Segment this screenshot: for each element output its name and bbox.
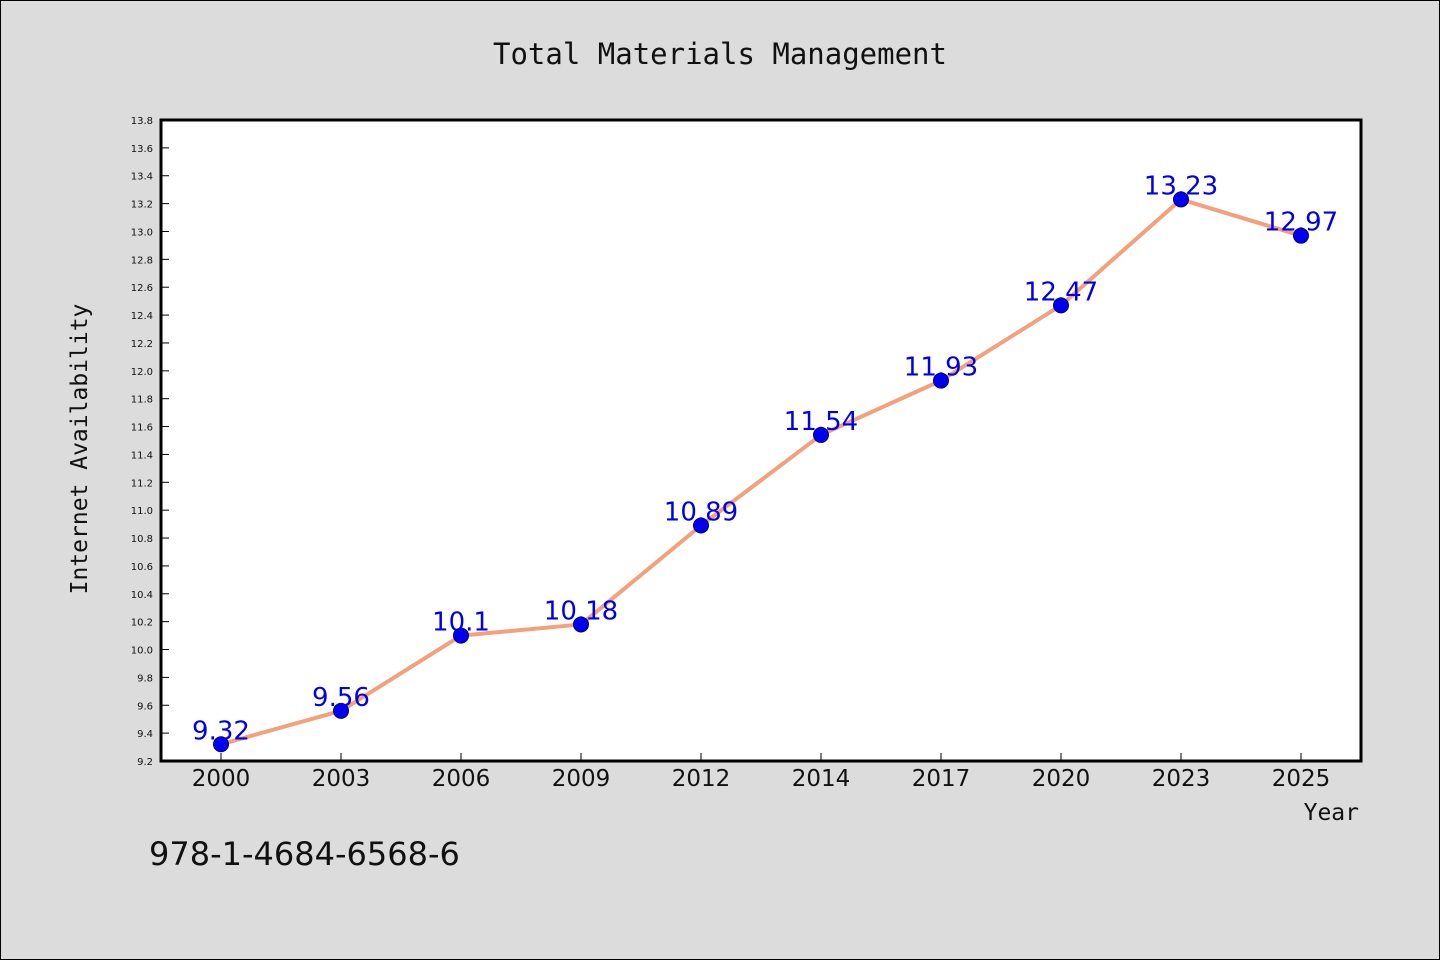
chart-title: Total Materials Management	[493, 37, 947, 71]
y-tick-label: 9.2	[137, 757, 153, 768]
y-axis-label: Internet Availability	[67, 304, 93, 595]
x-axis-ticks: 2000 2003 2006 2009 2012 2014 2017 2020 2023 2025	[192, 753, 1331, 792]
data-value-label: 11.54	[784, 407, 858, 437]
y-tick-label: 13.0	[131, 227, 153, 238]
data-point-marker	[693, 517, 709, 534]
y-tick-label: 11.8	[131, 395, 153, 406]
plot-area	[159, 118, 1363, 763]
y-tick-label: 10.0	[131, 646, 153, 657]
isbn-text: 978-1-4684-6568-6	[149, 835, 460, 873]
y-tick-label: 13.4	[131, 172, 153, 183]
x-tick-label: 2020	[1032, 766, 1091, 792]
data-value-label: 10.18	[544, 596, 618, 626]
data-value-label: 11.93	[904, 353, 978, 383]
y-tick-label: 11.4	[131, 450, 153, 461]
data-value-label: 13.23	[1144, 171, 1218, 201]
data-value-label: 9.56	[312, 683, 370, 713]
x-tick-label: 2014	[792, 766, 851, 792]
y-tick-label: 9.8	[137, 673, 153, 684]
y-tick-label: 10.4	[131, 590, 153, 601]
y-tick-label: 12.6	[131, 283, 153, 294]
data-value-label: 12.97	[1264, 208, 1338, 238]
y-tick-label: 13.8	[131, 116, 153, 127]
data-point-marker	[213, 736, 229, 753]
y-tick-label: 9.4	[137, 729, 153, 740]
data-point-marker	[813, 426, 829, 443]
x-tick-label: 2006	[432, 766, 491, 792]
x-tick-label: 2012	[672, 766, 731, 792]
y-tick-label: 10.2	[131, 618, 153, 629]
y-tick-label: 12.2	[131, 339, 153, 350]
y-tick-label: 11.0	[131, 506, 153, 517]
y-axis-ticks: 9.2 9.4 9.6 9.8 10.0 10.2 10.4 10.6 10.8 11.0 11.2…	[131, 116, 169, 768]
data-value-label: 9.32	[192, 716, 250, 746]
data-value-label: 12.47	[1024, 277, 1098, 307]
data-value-label: 10.1	[432, 608, 490, 638]
data-point-marker	[333, 702, 349, 719]
series-layer	[213, 191, 1309, 753]
y-tick-label: 13.6	[131, 144, 153, 155]
y-tick-label: 10.8	[131, 534, 153, 545]
y-tick-label: 12.4	[131, 311, 153, 322]
x-tick-label: 2000	[192, 766, 251, 792]
y-tick-label: 11.6	[131, 423, 153, 434]
data-point-marker	[1293, 227, 1309, 244]
x-axis-label: Year	[1304, 800, 1359, 826]
data-value-label: 10.89	[664, 498, 738, 528]
x-tick-label: 2017	[912, 766, 971, 792]
series-line	[219, 197, 1303, 747]
data-point-marker	[453, 627, 469, 644]
y-tick-label: 12.8	[131, 255, 153, 266]
y-tick-label: 11.2	[131, 478, 153, 489]
data-point-marker	[573, 616, 589, 633]
x-tick-label: 2023	[1152, 766, 1211, 792]
data-point-marker	[933, 372, 949, 389]
x-tick-label: 2009	[552, 766, 611, 792]
x-tick-label: 2025	[1272, 766, 1331, 792]
y-tick-label: 10.6	[131, 562, 153, 573]
x-tick-label: 2003	[312, 766, 371, 792]
y-tick-label: 13.2	[131, 200, 153, 211]
data-point-marker	[1173, 191, 1189, 208]
y-tick-label: 12.0	[131, 367, 153, 378]
data-labels-layer: 9.32 9.56 10.1 10.18 10.89 11.54 11.93 12.47 13.…	[192, 171, 1338, 746]
data-point-marker	[1053, 297, 1069, 314]
y-tick-label: 9.6	[137, 701, 153, 712]
